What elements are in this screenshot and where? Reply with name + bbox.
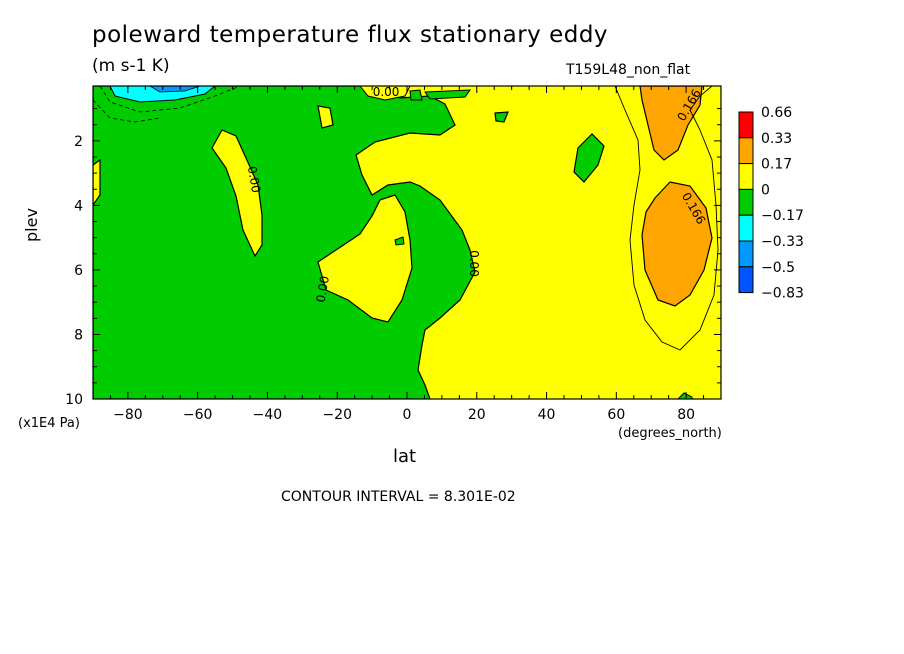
contour-interval: CONTOUR INTERVAL = 8.301E-02 [281, 489, 516, 505]
region-yellow-left-edge [93, 158, 101, 207]
legend-level-label: −0.83 [761, 286, 804, 302]
legend-swatch [738, 188, 754, 216]
legend-swatch [738, 137, 754, 165]
y-axis-units: (x1E4 Pa) [18, 416, 80, 431]
legend-swatch [738, 214, 754, 242]
x-tick-label: −20 [322, 407, 352, 423]
contour-line-0166 [614, 86, 719, 351]
legend-swatch [738, 240, 754, 268]
region-orange-lower [641, 181, 713, 307]
x-axis-label: lat [393, 446, 417, 467]
x-tick-label: −40 [253, 407, 283, 423]
x-tick-label: −80 [113, 407, 143, 423]
region-green-south [93, 86, 476, 399]
x-axis-units: (degrees_north) [618, 426, 722, 441]
region-green-patch-bottom [677, 392, 693, 399]
run-label: T159L48_non_flat [566, 62, 691, 78]
contour-label: 0.00 [314, 275, 332, 304]
region-green-patch-eq [394, 236, 405, 246]
contour-label: 0.00 [373, 85, 400, 99]
legend-level-label: −0.33 [761, 234, 804, 250]
region-green-top-strip [424, 89, 472, 100]
contour-line-negative-2 [93, 99, 161, 123]
legend-level-label: 0.17 [761, 157, 792, 173]
x-tick-label: 40 [538, 407, 556, 423]
y-tick-label: 4 [74, 198, 83, 214]
y-tick-label: 8 [74, 327, 83, 343]
legend-level-label: −0.5 [761, 260, 795, 276]
y-tick-label: 10 [65, 392, 83, 408]
region-yellow-top-blob [317, 105, 334, 129]
legend-level-label: 0.33 [761, 131, 792, 147]
y-axis: 2 4 6 8 10 [65, 108, 721, 408]
contour-line-negative-1 [99, 86, 241, 113]
region-yellow-south-island [211, 129, 263, 258]
x-tick-label: 20 [468, 407, 486, 423]
color-legend: 0.66 0.33 0.17 0 −0.17 −0.33 −0.5 −0.83 [738, 105, 804, 302]
contour-label: 0.00 [467, 250, 481, 277]
filled-contours [93, 86, 721, 399]
legend-level-label: −0.17 [761, 208, 804, 224]
region-green-patch-top [409, 89, 423, 101]
legend-swatch [738, 266, 754, 294]
legend-level-label: 0.66 [761, 105, 792, 121]
legend-swatch [738, 111, 754, 139]
region-yellow-central-island [317, 194, 413, 323]
y-tick-label: 2 [74, 134, 83, 150]
x-axis: −80 −60 −40 −20 0 20 40 60 80 [92, 86, 722, 423]
x-tick-label: 0 [403, 407, 412, 423]
x-tick-label: 80 [677, 407, 695, 423]
region-green-patch-20n [494, 111, 509, 123]
legend-level-label: 0 [761, 182, 770, 198]
region-green-patch-50n [573, 133, 605, 183]
chart-units: (m s-1 K) [92, 56, 170, 76]
legend-swatch [738, 163, 754, 190]
x-tick-label: −60 [183, 407, 213, 423]
chart-title: poleward temperature flux stationary edd… [92, 22, 609, 48]
x-tick-label: 60 [607, 407, 625, 423]
y-tick-label: 6 [74, 263, 83, 279]
contour-label: 0.00 [245, 165, 263, 194]
